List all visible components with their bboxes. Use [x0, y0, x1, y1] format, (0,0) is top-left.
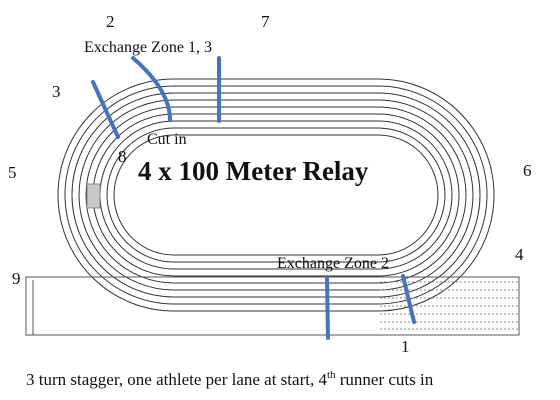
point-label-4: 4	[515, 245, 524, 264]
caption-text-before: 3 turn stagger, one athlete per lane at …	[26, 370, 327, 389]
cut-in-curve	[131, 56, 172, 122]
point-label-8: 8	[118, 147, 127, 166]
caption-superscript: th	[327, 369, 336, 381]
lane-line	[71, 92, 481, 298]
caption-text-after: runner cuts in	[336, 370, 434, 389]
lane-line	[92, 113, 460, 277]
track-lanes	[57, 78, 495, 312]
lane-line	[78, 99, 474, 291]
point-label-1: 1	[401, 337, 410, 356]
exchange-markers	[91, 56, 416, 340]
lane-line	[64, 85, 488, 305]
finish-straight-box	[25, 276, 520, 336]
point-label-6: 6	[523, 161, 532, 180]
exchange-line-3	[91, 80, 120, 139]
exchange-zone-2-line	[325, 275, 330, 340]
lane-line	[106, 127, 446, 263]
infield-marker	[86, 183, 101, 209]
point-label-2: 2	[106, 12, 115, 31]
lane-line	[57, 78, 495, 312]
diagram-caption: 3 turn stagger, one athlete per lane at …	[26, 369, 434, 389]
point-label-5: 5	[8, 163, 17, 182]
point-label-3: 3	[52, 82, 61, 101]
diagram-title: 4 x 100 Meter Relay	[138, 156, 369, 186]
exchange-zone-2-label: Exchange Zone 2	[277, 255, 389, 272]
point-label-9: 9	[12, 269, 21, 288]
lane-line	[85, 106, 467, 284]
cut-in-label: Cut in	[147, 131, 187, 148]
exchange-zone-1-3-label: Exchange Zone 1, 3	[84, 39, 212, 56]
lane-line	[99, 120, 453, 270]
start-line-1	[401, 274, 416, 324]
lane-line	[113, 134, 439, 256]
point-label-7: 7	[261, 12, 270, 31]
